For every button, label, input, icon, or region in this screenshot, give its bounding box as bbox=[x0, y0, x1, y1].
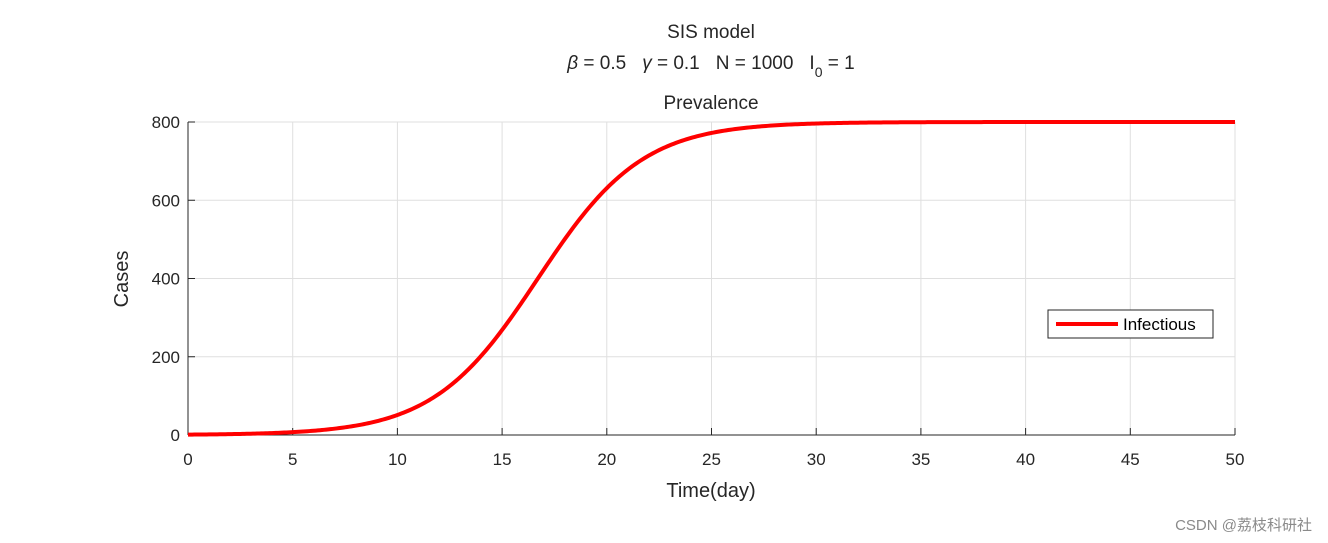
y-tick-label: 400 bbox=[152, 270, 180, 289]
axes bbox=[187, 121, 1236, 436]
x-tick-label: 40 bbox=[1016, 450, 1035, 469]
grid-lines bbox=[187, 121, 1236, 436]
y-axis-label: Cases bbox=[111, 251, 133, 308]
initial-infected-subscript: 0 bbox=[815, 64, 823, 80]
initial-infected-value: = 1 bbox=[823, 53, 855, 74]
plot-title: Prevalence bbox=[663, 93, 758, 114]
watermark: CSDN @荔枝科研社 bbox=[1175, 517, 1312, 534]
x-tick-label: 20 bbox=[597, 450, 616, 469]
initial-infected-symbol: I bbox=[809, 53, 814, 74]
gamma-symbol: γ bbox=[642, 53, 653, 74]
chart-subtitle: β = 0.5 γ = 0.1 N = 1000 I0 = 1 bbox=[566, 53, 854, 80]
x-tick-label: 50 bbox=[1226, 450, 1245, 469]
x-tick-label: 10 bbox=[388, 450, 407, 469]
series-lines bbox=[187, 120, 1235, 437]
x-tick-label: 5 bbox=[288, 450, 297, 469]
x-tick-label: 45 bbox=[1121, 450, 1140, 469]
beta-value: = 0.5 bbox=[578, 53, 626, 74]
x-tick-label: 15 bbox=[493, 450, 512, 469]
series-line-infectious bbox=[187, 120, 1235, 437]
x-tick-label: 25 bbox=[702, 450, 721, 469]
x-tick-label: 30 bbox=[807, 450, 826, 469]
x-axis-label: Time(day) bbox=[666, 480, 755, 502]
x-tick-label: 0 bbox=[183, 450, 192, 469]
y-tick-label: 600 bbox=[152, 191, 180, 210]
y-tick-label: 200 bbox=[152, 348, 180, 367]
beta-symbol: β bbox=[566, 53, 578, 74]
y-tick-label: 0 bbox=[171, 426, 180, 445]
x-tick-label: 35 bbox=[911, 450, 930, 469]
population-value: N = 1000 bbox=[716, 53, 794, 74]
tick-labels: 0 5 10 15 20 25 30 35 40 45 50 0 200 400 600 800 bbox=[152, 113, 1245, 469]
gamma-value: = 0.1 bbox=[652, 53, 700, 74]
legend: Infectious bbox=[1047, 309, 1214, 339]
chart-title: SIS model bbox=[667, 22, 755, 43]
legend-label: Infectious bbox=[1123, 315, 1196, 334]
y-tick-label: 800 bbox=[152, 113, 180, 132]
